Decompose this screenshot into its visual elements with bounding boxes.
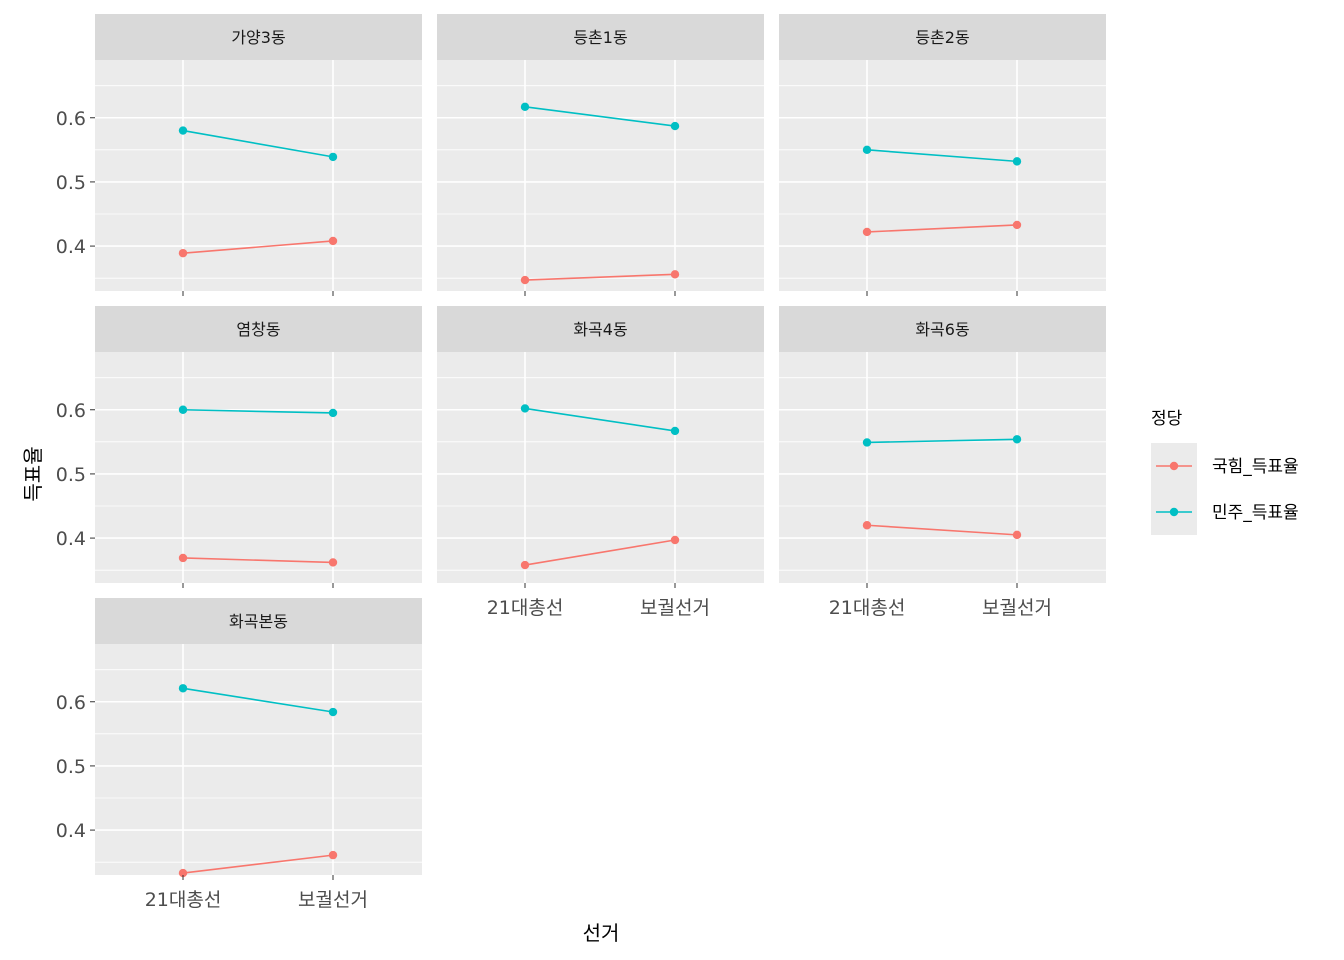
y-tick-label: 0.5 [56,172,86,194]
data-point-국힘_득표율 [179,554,187,562]
legend-key-point [1170,508,1178,516]
panel-background [779,60,1106,291]
data-point-민주_득표율 [179,684,187,692]
data-point-국힘_득표율 [863,521,871,529]
facet-title: 등촌2동 [915,28,969,47]
data-point-민주_득표율 [179,406,187,414]
data-point-국힘_득표율 [329,237,337,245]
facet-panel-화곡4동: 화곡4동 [437,306,764,583]
legend-label: 민주_득표율 [1212,503,1299,523]
data-point-민주_득표율 [863,146,871,154]
y-tick-label: 0.4 [56,820,86,842]
y-tick-label: 0.5 [56,756,86,778]
data-point-민주_득표율 [329,708,337,716]
facet-panel-가양3동: 가양3동 [95,14,422,291]
facet-title: 등촌1동 [573,28,627,47]
data-point-국힘_득표율 [521,561,529,569]
y-tick-label: 0.6 [56,400,86,422]
facet-panel-화곡본동: 화곡본동 [95,598,422,877]
data-point-민주_득표율 [1013,157,1021,165]
legend-key-point [1170,462,1178,470]
legend-item-국힘_득표율: 국힘_득표율 [1151,443,1299,489]
facet-title: 화곡6동 [915,320,969,339]
legend-label: 국힘_득표율 [1212,457,1299,477]
data-point-국힘_득표율 [863,228,871,236]
facet-title: 화곡본동 [229,612,288,631]
data-point-민주_득표율 [671,427,679,435]
facet-panel-화곡6동: 화곡6동 [779,306,1106,583]
facet-panel-등촌2동: 등촌2동 [779,14,1106,291]
x-axis-title: 선거 [583,921,620,945]
y-axes: 0.4 0.5 0.6 0.4 0.5 0.6 0.4 0.5 0.6 [56,108,95,842]
y-tick-label: 0.6 [56,692,86,714]
facet-title: 화곡4동 [573,320,627,339]
data-point-민주_득표율 [521,103,529,111]
data-point-국힘_득표율 [329,851,337,859]
x-tick-label: 21대총선 [829,597,906,619]
panel-background [779,352,1106,583]
data-point-국힘_득표율 [179,249,187,257]
data-point-국힘_득표율 [671,270,679,278]
data-point-민주_득표율 [179,126,187,134]
x-tick-label: 21대총선 [145,889,222,911]
panel-background [95,60,422,291]
y-tick-label: 0.5 [56,464,86,486]
data-point-국힘_득표율 [1013,221,1021,229]
data-point-민주_득표율 [863,438,871,446]
x-tick-label: 보궐선거 [640,597,710,619]
facet-title: 염창동 [236,320,280,339]
legend-title: 정당 [1151,409,1183,429]
data-point-민주_득표율 [329,153,337,161]
legend-item-민주_득표율: 민주_득표율 [1151,489,1299,535]
data-point-민주_득표율 [329,409,337,417]
facet-panel-등촌1동: 등촌1동 [437,14,764,291]
data-point-민주_득표율 [521,404,529,412]
x-tick-label: 보궐선거 [298,889,368,911]
x-tick-label: 보궐선거 [982,597,1052,619]
y-tick-label: 0.4 [56,528,86,550]
panel-background [95,352,422,583]
data-point-국힘_득표율 [1013,531,1021,539]
x-tick-label: 21대총선 [487,597,564,619]
data-point-민주_득표율 [1013,435,1021,443]
panel-background [437,352,764,583]
data-point-국힘_득표율 [329,558,337,566]
panel-background [95,644,422,875]
data-point-민주_득표율 [671,122,679,130]
data-point-국힘_득표율 [521,276,529,284]
facet-title: 가양3동 [231,28,285,47]
data-point-국힘_득표율 [671,536,679,544]
y-tick-label: 0.4 [56,236,86,258]
y-axis-title: 득표율 [21,446,45,501]
y-tick-label: 0.6 [56,108,86,130]
panel-background [437,60,764,291]
facet-panel-염창동: 염창동 [95,306,422,583]
